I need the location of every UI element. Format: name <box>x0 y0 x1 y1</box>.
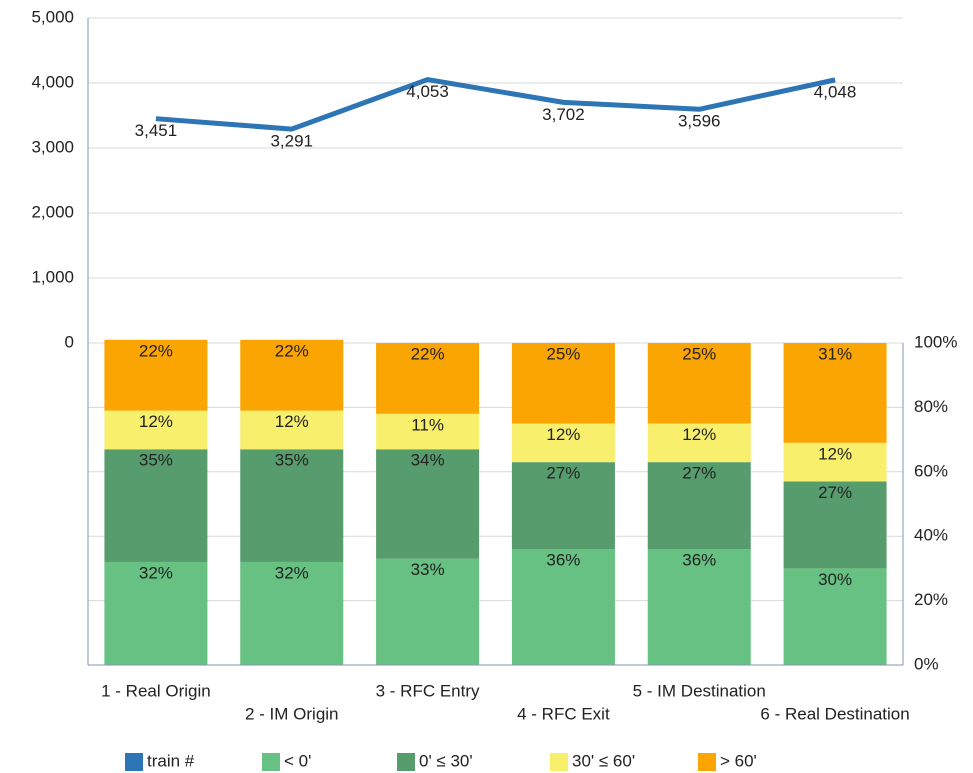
bar-segment <box>511 462 615 550</box>
bar-segment <box>104 410 208 450</box>
bar-segment <box>240 561 344 665</box>
y2-tick-label: 40% <box>914 526 948 545</box>
data-label: 3,451 <box>135 121 178 140</box>
data-label: 35% <box>139 451 173 470</box>
y-tick-label: 1,000 <box>31 267 74 286</box>
bar-segment <box>783 442 887 482</box>
data-label: 32% <box>139 563 173 582</box>
data-label: 34% <box>411 451 445 470</box>
legend-swatch <box>125 753 143 771</box>
bar-segment <box>240 339 344 411</box>
bar-segment <box>104 339 208 411</box>
data-label: 27% <box>546 464 580 483</box>
bar-segment <box>240 410 344 450</box>
x-tick-label: 1 - Real Origin <box>101 681 211 700</box>
y-tick-label: 2,000 <box>31 202 74 221</box>
y-tick-label: 4,000 <box>31 72 74 91</box>
y2-tick-label: 60% <box>914 461 948 480</box>
bar-segment <box>511 549 615 665</box>
legend-swatch <box>550 753 568 771</box>
data-label: 22% <box>275 341 309 360</box>
data-label: 36% <box>546 551 580 570</box>
data-label: 30% <box>818 570 852 589</box>
y-tick-label: 5,000 <box>31 7 74 26</box>
legend-label: < 0' <box>284 751 311 770</box>
data-label: 25% <box>546 344 580 363</box>
data-label: 36% <box>682 551 716 570</box>
legend-label: train # <box>147 751 195 770</box>
data-label: 27% <box>818 483 852 502</box>
y2-tick-label: 100% <box>914 332 957 351</box>
legend-swatch <box>397 753 415 771</box>
data-label: 32% <box>275 563 309 582</box>
bar-segment <box>376 343 480 414</box>
data-label: 31% <box>818 344 852 363</box>
data-label: 12% <box>682 425 716 444</box>
bar-segment <box>376 413 480 450</box>
bar-segment <box>376 449 480 559</box>
legend-swatch <box>698 753 716 771</box>
data-label: 33% <box>411 560 445 579</box>
line-series <box>155 77 836 132</box>
y2-tick-label: 80% <box>914 397 948 416</box>
legend-label: 0' ≤ 30' <box>419 751 473 770</box>
x-tick-label: 3 - RFC Entry <box>376 681 480 700</box>
bar-segment <box>240 449 344 562</box>
x-tick-label: 5 - IM Destination <box>633 681 766 700</box>
data-label: 11% <box>411 415 444 434</box>
data-label: 22% <box>411 344 445 363</box>
bar-segment <box>376 558 480 665</box>
legend-swatch <box>262 753 280 771</box>
bar-segment <box>783 343 887 443</box>
y2-tick-label: 0% <box>914 654 939 673</box>
data-label: 4,053 <box>406 82 449 101</box>
y2-tick-label: 20% <box>914 590 948 609</box>
bar-segment <box>647 462 751 550</box>
data-label: 3,291 <box>270 132 313 151</box>
data-label: 12% <box>275 412 309 431</box>
data-label: 25% <box>682 344 716 363</box>
y-tick-label: 3,000 <box>31 137 74 156</box>
bar-segment <box>783 568 887 665</box>
bar-segment <box>783 481 887 569</box>
data-label: 27% <box>682 464 716 483</box>
bar-segment <box>647 423 751 463</box>
x-tick-label: 4 - RFC Exit <box>517 704 610 723</box>
data-label: 3,702 <box>542 105 585 124</box>
data-label: 35% <box>275 451 309 470</box>
data-label: 22% <box>139 341 173 360</box>
legend-label: > 60' <box>720 751 757 770</box>
bar-segment <box>511 343 615 424</box>
legend-label: 30' ≤ 60' <box>572 751 635 770</box>
data-label: 12% <box>139 412 173 431</box>
bar-segment <box>647 343 751 424</box>
data-label: 12% <box>818 444 852 463</box>
data-label: 12% <box>546 425 580 444</box>
bar-segment <box>511 423 615 463</box>
bar-segment <box>104 561 208 665</box>
x-tick-label: 2 - IM Origin <box>245 704 339 723</box>
x-tick-label: 6 - Real Destination <box>760 704 909 723</box>
data-label: 3,596 <box>678 112 721 131</box>
data-label: 4,048 <box>814 82 857 101</box>
y-tick-label: 0 <box>65 332 74 351</box>
bar-segment <box>647 549 751 665</box>
bar-segment <box>104 449 208 562</box>
